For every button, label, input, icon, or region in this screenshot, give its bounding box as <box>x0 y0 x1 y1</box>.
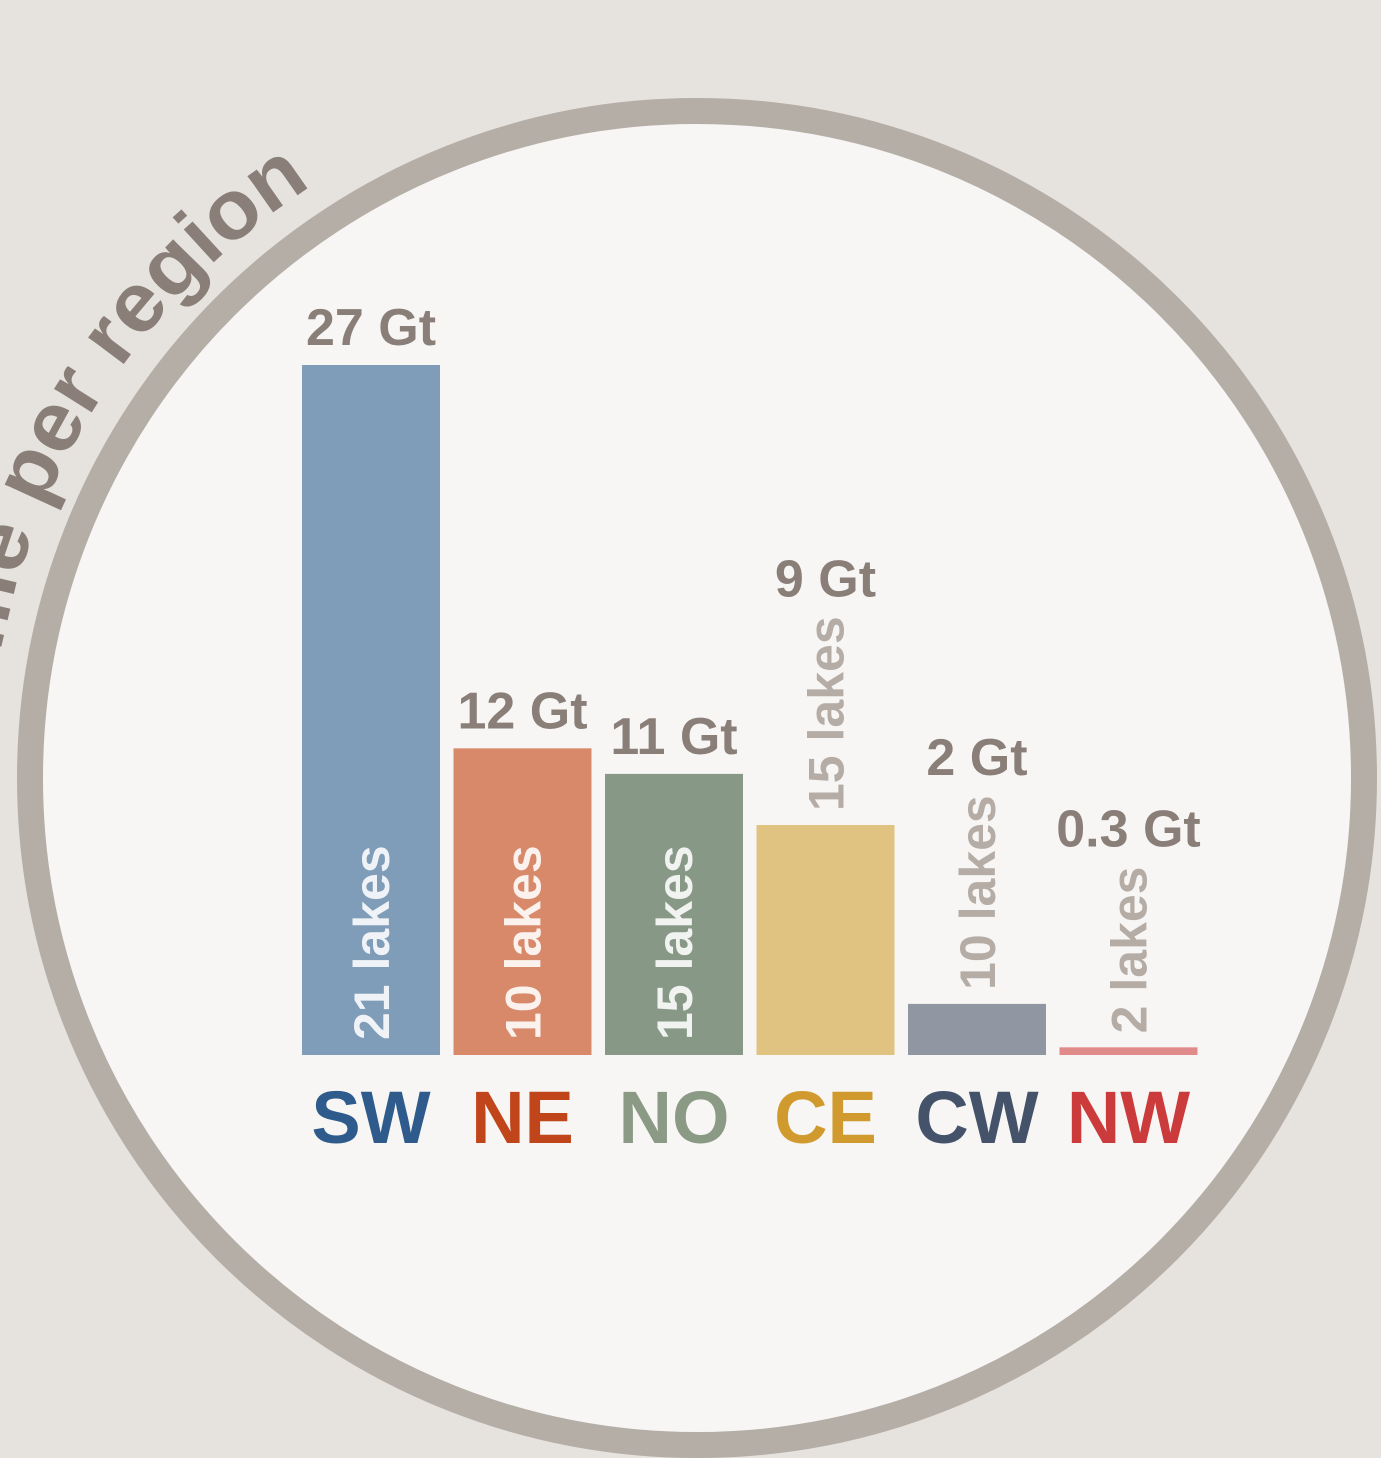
value-label: 0.3 Gt <box>1056 801 1201 859</box>
bar-label: 15 lakes <box>647 845 703 1040</box>
value-label: 9 Gt <box>775 550 876 608</box>
x-tick-label: CW <box>915 1076 1038 1159</box>
bar <box>756 825 895 1055</box>
value-label: 11 Gt <box>610 708 737 766</box>
bar <box>1059 1047 1198 1055</box>
bar <box>453 748 592 1055</box>
bar-label: 15 lakes <box>799 616 855 811</box>
bar <box>302 365 440 1055</box>
bar-label: 10 lakes <box>950 795 1006 990</box>
x-tick-label: NW <box>1067 1076 1190 1159</box>
x-tick-label: NE <box>471 1076 574 1159</box>
bar <box>605 773 743 1055</box>
bar-label: 21 lakes <box>344 845 400 1040</box>
value-label: 27 Gt <box>306 299 436 357</box>
value-label: 12 Gt <box>457 682 587 740</box>
x-tick-label: SW <box>311 1076 430 1159</box>
bar-label: 10 lakes <box>496 845 552 1040</box>
x-tick-label: CE <box>774 1076 877 1159</box>
value-label: 2 Gt <box>926 729 1027 787</box>
bar-label: 2 lakes <box>1102 867 1158 1034</box>
x-tick-label: NO <box>619 1076 730 1159</box>
bar <box>908 1003 1046 1055</box>
